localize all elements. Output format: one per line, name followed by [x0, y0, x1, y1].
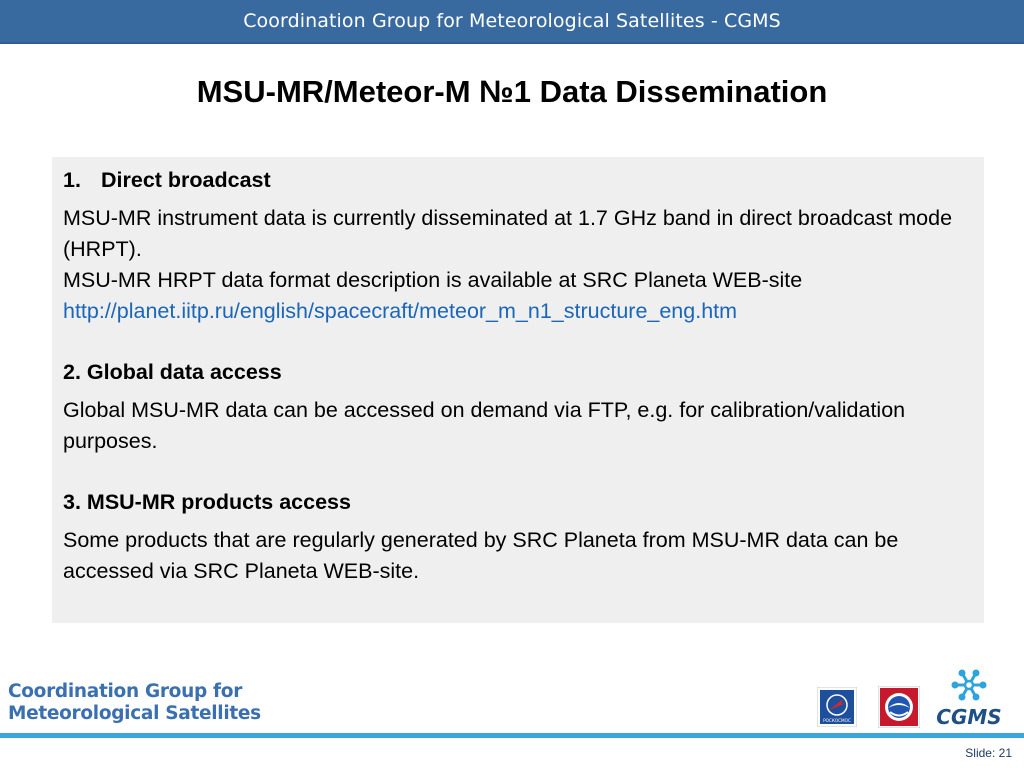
- content-box: 1. Direct broadcast MSU-MR instrument dat…: [52, 157, 984, 623]
- footer-org-line-2: Meteorological Satellites: [8, 703, 261, 724]
- section-1-paragraph-2: MSU-MR HRPT data format description is a…: [63, 268, 803, 292]
- section-2-heading: 2. Global data access: [63, 360, 282, 384]
- slide-title: MSU-MR/Meteor-M №1 Data Dissemination: [196, 74, 828, 109]
- section-3-heading: 3. MSU-MR products access: [63, 490, 351, 514]
- section-2-paragraph: Global MSU-MR data can be accessed on de…: [63, 398, 906, 453]
- section-1-title: Direct broadcast: [101, 168, 271, 192]
- section-1-number: 1.: [63, 168, 81, 192]
- roscosmos-logo-text: РОСКОСМОС: [823, 718, 851, 723]
- cgms-logo-icon: CGMS: [936, 669, 1002, 729]
- footer-org-line-1: Coordination Group for: [8, 681, 243, 702]
- section-1-heading: 1. Direct broadcast: [63, 167, 976, 193]
- section-3-paragraph: Some products that are regularly generat…: [63, 528, 899, 583]
- footer-divider: [0, 733, 1024, 738]
- cgms-logo-text: CGMS: [936, 705, 1001, 729]
- roscosmos-logo-icon: РОСКОСМОС: [817, 687, 857, 727]
- slide-number: Slide: 21: [965, 746, 1012, 760]
- cgms-footer-wordmark: Coordination Group for Meteorological Sa…: [8, 681, 261, 725]
- section-1-paragraph-1: MSU-MR instrument data is currently diss…: [63, 206, 953, 261]
- planeta-structure-link[interactable]: http://planet.iitp.ru/english/spacecraft…: [63, 299, 738, 323]
- top-banner: Coordination Group for Meteorological Sa…: [0, 0, 1024, 44]
- roshydromet-logo-icon: [878, 686, 920, 728]
- content-body: 1. Direct broadcast MSU-MR instrument dat…: [63, 167, 976, 587]
- banner-text: Coordination Group for Meteorological Sa…: [243, 10, 781, 32]
